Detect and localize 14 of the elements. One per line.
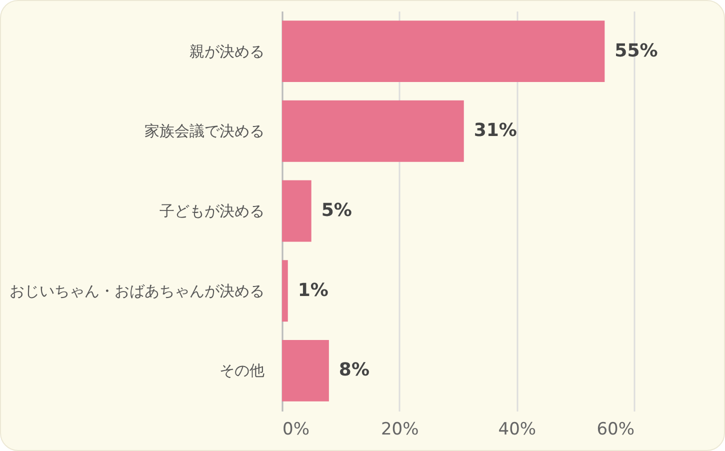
x-tick-label: 60% (596, 420, 634, 440)
y-tick-label: その他 (220, 362, 264, 380)
y-tick-label: おじいちゃん・おばあちゃんが決める (10, 282, 264, 300)
data-label: 1% (298, 280, 328, 301)
data-label: 5% (321, 200, 352, 221)
y-tick-label: 子どもが決める (160, 202, 264, 220)
x-tick-label: 40% (498, 420, 536, 440)
x-tick-label: 20% (380, 420, 419, 440)
y-tick-label: 親が決める (190, 42, 264, 60)
data-label: 31% (474, 120, 517, 142)
data-label: 55% (614, 40, 658, 62)
y-tick-label: 家族会議で決める (144, 122, 264, 140)
data-label: 8% (338, 360, 370, 381)
x-tick-label: 0% (282, 420, 310, 440)
